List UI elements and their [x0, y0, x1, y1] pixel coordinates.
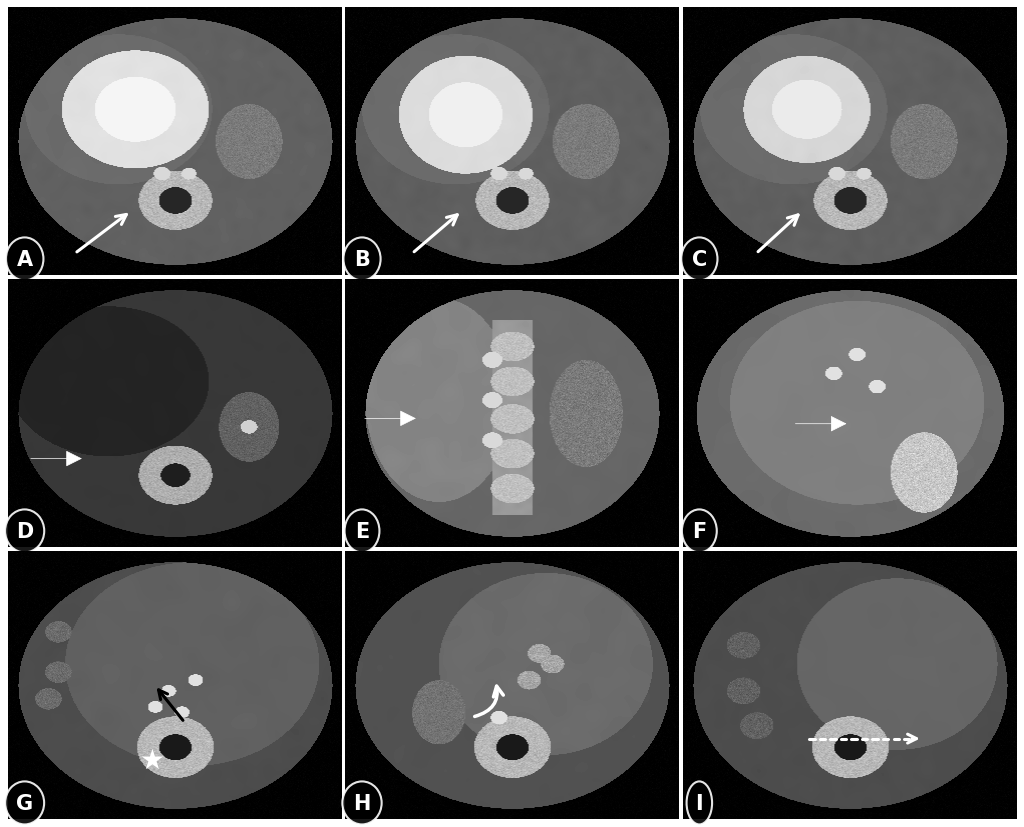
Text: ★: ★ [139, 746, 164, 774]
Text: E: E [355, 521, 369, 541]
Text: C: C [691, 250, 707, 270]
Text: G: G [16, 793, 33, 813]
Text: I: I [695, 793, 703, 813]
Text: D: D [16, 521, 34, 541]
Text: A: A [16, 250, 33, 270]
Text: H: H [353, 793, 371, 813]
Text: B: B [354, 250, 370, 270]
Text: F: F [692, 521, 707, 541]
